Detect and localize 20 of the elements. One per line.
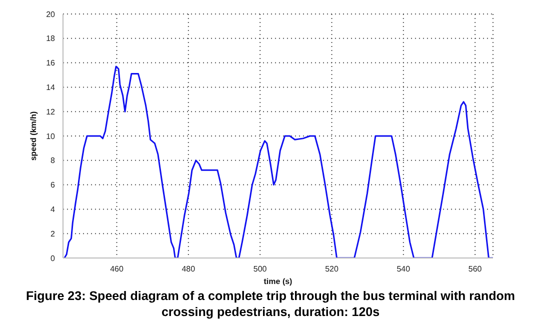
x-axis-title: time (s) [264,277,293,286]
y-tick-label: 2 [50,229,56,238]
x-tick-label: 480 [182,264,196,274]
y-tick-label: 16 [46,58,56,68]
y-tick-label: 14 [46,83,56,92]
y-tick-label: 4 [50,205,56,214]
y-tick-label: 10 [46,132,56,141]
y-tick-label: 0 [50,254,56,263]
y-tick-label: 8 [50,156,56,166]
text: Figure 23: Speed diagram of a complete trip through the bus terminal with random crossing pedestrians, duration: 120s [25,288,516,320]
x-tick-label: 540 [396,264,411,274]
x-tick-label: 520 [325,264,339,274]
x-tick-label: 500 [253,264,268,274]
y-axis-title: speed (km/h) [28,110,38,161]
y-tick-label: 18 [46,34,56,44]
x-tick-label: 560 [468,264,482,274]
y-tick-label: 20 [46,10,56,19]
y-tick-label: 6 [50,180,56,190]
y-tick-label: 12 [46,107,56,116]
x-tick-label: 460 [110,264,124,274]
